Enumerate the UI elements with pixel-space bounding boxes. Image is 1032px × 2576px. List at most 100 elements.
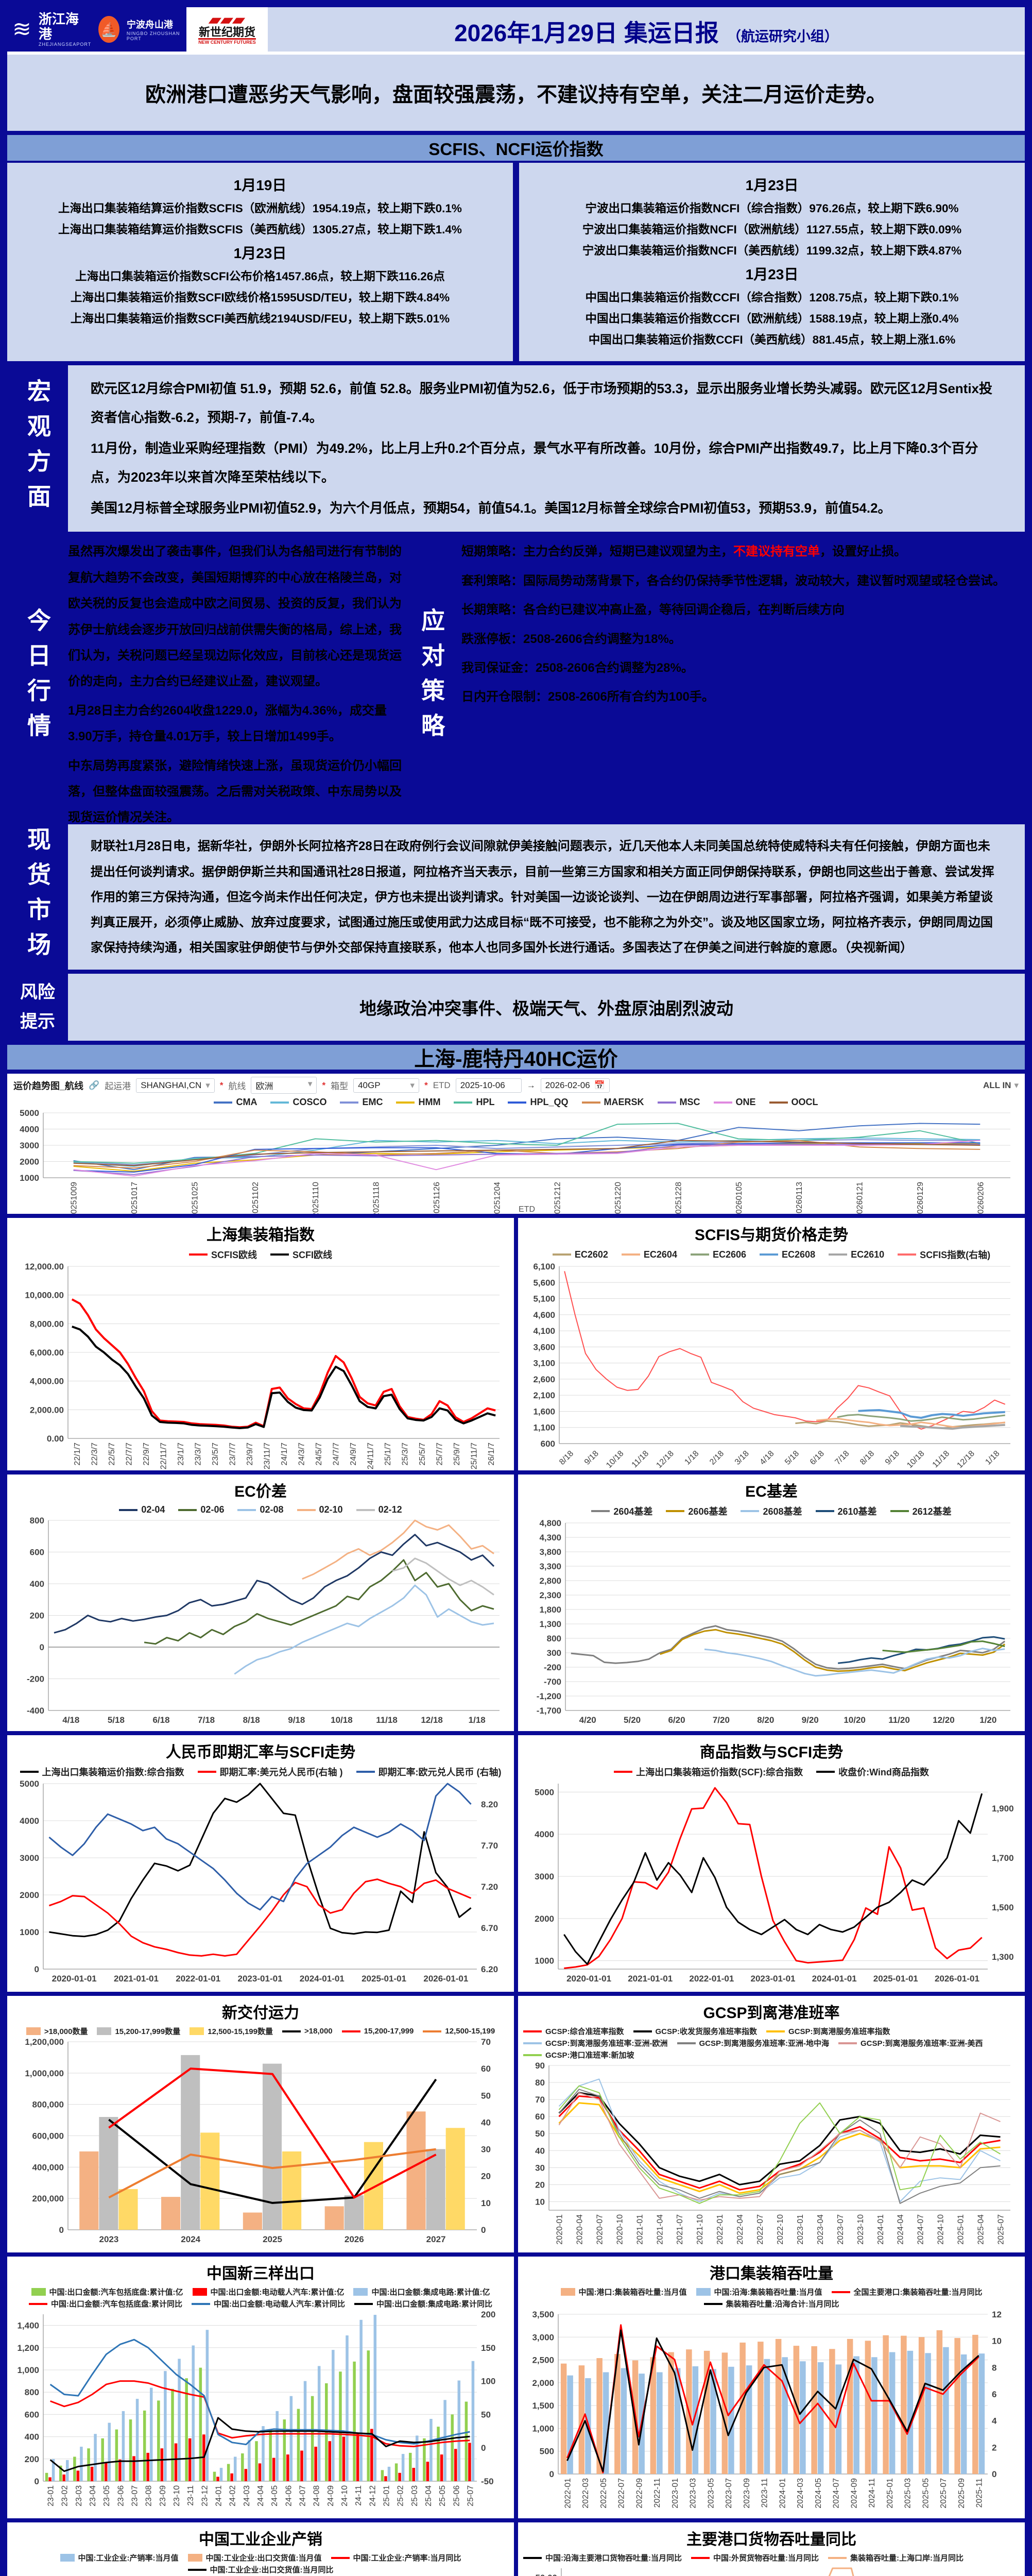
svg-text:7/18: 7/18 bbox=[198, 1715, 215, 1725]
svg-text:2024-01: 2024-01 bbox=[876, 2214, 885, 2245]
svg-text:22/5/7: 22/5/7 bbox=[108, 1443, 116, 1466]
svg-text:11/18: 11/18 bbox=[931, 1449, 952, 1470]
spot-text: 财联社1月28日电，据新华社，伊朗外长阿拉格齐28日在政府例行会议间隙就伊美接触… bbox=[68, 824, 1025, 970]
svg-text:2025-07: 2025-07 bbox=[939, 2478, 948, 2509]
allin-select[interactable]: ALL IN ▾ bbox=[983, 1080, 1019, 1090]
strategy-highlight: 不建议持有空单 bbox=[733, 545, 820, 559]
svg-text:1000: 1000 bbox=[20, 1173, 39, 1183]
ningbo-zhoushan-port-icon: ⛵ bbox=[98, 16, 119, 43]
link-icon[interactable]: 🔗 bbox=[89, 1080, 100, 1090]
svg-text:22/11/7: 22/11/7 bbox=[159, 1443, 168, 1469]
chart-title: 商品指数与SCFI走势 bbox=[699, 1744, 844, 1761]
svg-text:2: 2 bbox=[992, 2443, 996, 2453]
chart-legend: SCFIS欧线 SCFI欧线 bbox=[7, 1246, 514, 1261]
index-date: 1月23日 bbox=[745, 177, 799, 193]
chart-legend: 上海出口集装箱运价指数:综合指数 即期汇率:美元兑人民币(右轴 ) 即期汇率:欧元兑… bbox=[7, 1763, 514, 1778]
index-line: 宁波出口集装箱运价指数NCFI（欧洲航线）1127.55点，较上期下跌0.09% bbox=[582, 223, 962, 236]
svg-text:2/18: 2/18 bbox=[708, 1449, 726, 1467]
svg-text:2024-10: 2024-10 bbox=[937, 2214, 945, 2245]
index-line: 宁波出口集装箱运价指数NCFI（综合指数）976.26点，较上期下跌6.90% bbox=[585, 202, 959, 215]
svg-text:3,000: 3,000 bbox=[532, 2333, 554, 2343]
legend-swatch bbox=[356, 1771, 375, 1773]
legend-swatch bbox=[237, 1509, 256, 1511]
chart-canvas: -400 -200 0 200 400 600 800 4/18 5/18 6/18 7/18 8/1… bbox=[27, 1516, 500, 1725]
legend-item: GCSP:综合准班率指数 bbox=[523, 2026, 624, 2037]
svg-text:24-02: 24-02 bbox=[229, 2485, 237, 2506]
legend-item: 12,500-15,199 bbox=[423, 2027, 495, 2036]
svg-text:2025-04: 2025-04 bbox=[977, 2214, 986, 2245]
legend-swatch bbox=[60, 2554, 75, 2562]
svg-text:2025-01-01: 2025-01-01 bbox=[873, 1974, 918, 1984]
legend-swatch bbox=[691, 2556, 710, 2559]
legend-swatch bbox=[508, 1101, 527, 1104]
svg-text:2023-03: 2023-03 bbox=[689, 2478, 698, 2509]
box-type-label: 箱型 bbox=[331, 1081, 349, 1092]
svg-text:10: 10 bbox=[481, 2198, 491, 2208]
svg-text:4/18: 4/18 bbox=[62, 1715, 79, 1725]
svg-text:800: 800 bbox=[547, 1634, 561, 1643]
index-section: 1月19日 上海出口集装箱结算运价指数SCFIS（欧洲航线）1954.19点，较… bbox=[7, 163, 1025, 361]
svg-text:2025-01: 2025-01 bbox=[886, 2478, 895, 2509]
svg-text:25-05: 25-05 bbox=[438, 2485, 447, 2506]
svg-text:10: 10 bbox=[535, 2197, 545, 2207]
chart-ec-basis: EC基差 2604基差 2606基差 2608基差 2610基差 2612基差 -1,700… bbox=[518, 1475, 1025, 1732]
chart-title: 港口集装箱吞吐量 bbox=[710, 2265, 833, 2283]
box-type-select[interactable]: 40GP ▾ bbox=[353, 1078, 420, 1093]
legend-swatch bbox=[331, 2556, 350, 2559]
svg-text:0: 0 bbox=[992, 2469, 996, 2479]
svg-text:2000: 2000 bbox=[20, 1890, 39, 1900]
legend-swatch bbox=[178, 1509, 197, 1511]
legend-item: EC2604 bbox=[621, 1249, 677, 1260]
chart-legend: 上海出口集装箱运价指数(SCF):综合指数 收盘价:Wind商品指数 bbox=[518, 1763, 1025, 1778]
svg-text:23-11: 23-11 bbox=[186, 2485, 195, 2506]
svg-text:5/18: 5/18 bbox=[783, 1449, 801, 1467]
svg-text:20251025: 20251025 bbox=[191, 1182, 199, 1214]
legend-swatch bbox=[353, 2288, 368, 2296]
svg-text:1,800: 1,800 bbox=[539, 1605, 561, 1615]
svg-text:7/18: 7/18 bbox=[833, 1449, 851, 1467]
svg-text:24/11/7: 24/11/7 bbox=[367, 1443, 375, 1469]
legend-item: 02-06 bbox=[178, 1504, 224, 1515]
route-select[interactable]: 欧洲 ▾ bbox=[251, 1077, 317, 1094]
svg-text:70: 70 bbox=[535, 2095, 545, 2105]
svg-text:3,300: 3,300 bbox=[539, 1562, 561, 1571]
svg-text:2020-01-01: 2020-01-01 bbox=[566, 1974, 611, 1984]
chart-canvas: 0.00 2,000.00 4,000.00 6,000.00 8,000.00 10,0… bbox=[25, 1262, 500, 1470]
index-date: 1月23日 bbox=[745, 266, 799, 282]
svg-text:80: 80 bbox=[535, 2078, 545, 2088]
svg-text:800: 800 bbox=[25, 2388, 39, 2398]
new-century-futures-logo: ▰▰▰ 新世纪期货 NEW CENTURY FUTURES bbox=[186, 7, 268, 52]
origin-select[interactable]: SHANGHAI,CN ▾ bbox=[136, 1078, 215, 1093]
svg-text:50: 50 bbox=[481, 2091, 491, 2101]
chart-canvas: 600 1,100 1,600 2,100 2,600 3,100 3,600 4,100 4,… bbox=[533, 1262, 1010, 1470]
chart-port-cargo-yoy: 主要港口货物吞吐量同比 中国:沿海主要港口货物吞吐量:当月同比 中国:外贸货物吞吐量… bbox=[518, 2522, 1025, 2576]
svg-text:1000: 1000 bbox=[20, 1927, 39, 1937]
chart-port-container-throughput: 港口集装箱吞吐量 中国:港口:集装箱吞吐量:当月值 中国:沿海:集装箱吞吐量:当月值… bbox=[518, 2257, 1025, 2519]
strategy-line: 套利策略：国际局势动荡背景下，各合约仍保持季节性逻辑，波动较大，建议暂时观望或轻… bbox=[461, 573, 1005, 588]
svg-text:4,800: 4,800 bbox=[539, 1518, 561, 1528]
svg-text:4000: 4000 bbox=[20, 1816, 39, 1826]
svg-text:24/5/7: 24/5/7 bbox=[315, 1443, 323, 1466]
svg-text:1,000,000: 1,000,000 bbox=[25, 2069, 64, 2078]
legend-item: 中国:出口金额:电动载人汽车:累计同比 bbox=[192, 2298, 345, 2309]
svg-text:1,500: 1,500 bbox=[992, 1903, 1014, 1912]
chart-canvas: 0 500 1,000 1,500 2,000 2,500 3,000 3,500 0 2 4 6 8 1… bbox=[532, 2310, 1002, 2509]
svg-text:22/1/7: 22/1/7 bbox=[73, 1443, 82, 1466]
svg-text:4/20: 4/20 bbox=[579, 1715, 596, 1725]
risk-section: 风险 提示 地缘政治冲突事件、极端天气、外盘原油剧烈波动 bbox=[7, 974, 1025, 1041]
chart-cny-fx-vs-scfi: 人民币即期汇率与SCFI走势 上海出口集装箱运价指数:综合指数 即期汇率:美元兑人民… bbox=[7, 1735, 514, 1992]
svg-text:300: 300 bbox=[547, 1648, 561, 1658]
svg-text:23-07: 23-07 bbox=[131, 2485, 140, 2506]
legend-item: 02-08 bbox=[237, 1504, 284, 1515]
svg-text:2,300: 2,300 bbox=[539, 1590, 561, 1600]
svg-text:10: 10 bbox=[992, 2336, 1002, 2346]
etd-from-input[interactable]: 2025-10-06 bbox=[455, 1078, 522, 1093]
futures-flag-icon: ▰▰▰ bbox=[207, 11, 247, 28]
svg-text:24-11: 24-11 bbox=[354, 2485, 363, 2506]
legend-item: 中国:工业企业:出口交货值:当月值 bbox=[187, 2552, 322, 2563]
legend-item: 中国:沿海主要港口货物吞吐量:当月同比 bbox=[523, 2552, 682, 2563]
svg-text:1,400: 1,400 bbox=[17, 2321, 39, 2331]
svg-text:1,200,000: 1,200,000 bbox=[25, 2037, 64, 2047]
chart-gcsp-reliability: GCSP到离港准班率 GCSP:综合准班率指数 GCSP:收发货服务准班率指数 GCS… bbox=[518, 1996, 1025, 2253]
etd-to-input[interactable]: 2026-02-06 📅 bbox=[540, 1078, 610, 1093]
